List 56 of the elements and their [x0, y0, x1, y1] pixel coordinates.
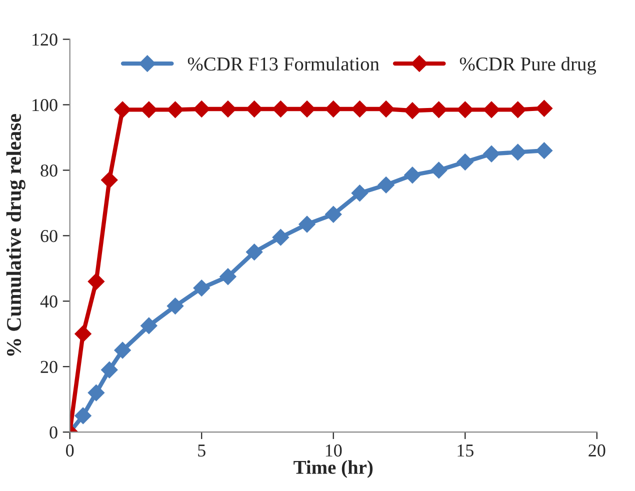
y-tick-label: 0 — [50, 426, 58, 439]
point — [246, 100, 263, 118]
point — [404, 102, 421, 120]
point — [351, 100, 368, 118]
point — [378, 100, 394, 118]
point — [166, 101, 184, 118]
y-axis-title: % Cumulative drug release — [6, 114, 26, 356]
point — [456, 101, 474, 118]
point — [298, 100, 316, 118]
point — [193, 100, 210, 118]
point — [101, 362, 118, 378]
legend-label: %CDR F13 Formulation — [188, 56, 380, 71]
point — [114, 342, 131, 359]
point — [351, 184, 368, 202]
x-axis-title: Time (hr) — [294, 460, 373, 478]
point — [404, 166, 421, 184]
y-tick-label: 60 — [40, 230, 58, 242]
point — [74, 407, 92, 424]
point — [456, 154, 474, 170]
point — [430, 101, 448, 118]
point — [298, 216, 316, 233]
point — [272, 228, 290, 246]
point — [325, 206, 342, 223]
y-tick-label: 80 — [40, 164, 58, 177]
y-tick-label: 120 — [32, 34, 58, 46]
point — [272, 100, 290, 118]
y-tick-label: 20 — [40, 360, 58, 374]
x-tick-label: 5 — [198, 444, 206, 457]
y-tick-label: 100 — [32, 99, 58, 112]
x-tick-label: 15 — [458, 444, 474, 457]
x-tick-label: 10 — [326, 444, 342, 457]
x-tick-label: 0 — [66, 444, 74, 457]
y-tick-label: 40 — [40, 295, 58, 308]
point — [140, 317, 158, 334]
point — [325, 100, 342, 118]
point — [166, 298, 184, 314]
point — [246, 244, 263, 260]
point — [536, 142, 553, 159]
point — [140, 101, 158, 118]
point — [220, 268, 236, 285]
point — [509, 101, 526, 118]
legend-label: %CDR Pure drug — [460, 56, 596, 75]
point — [430, 162, 448, 179]
point — [74, 326, 92, 342]
point — [220, 100, 236, 118]
point — [536, 100, 553, 117]
point — [88, 384, 105, 402]
point — [509, 144, 526, 161]
point — [101, 172, 118, 188]
point — [88, 273, 105, 290]
point — [193, 280, 210, 296]
point — [483, 145, 500, 162]
point — [378, 176, 394, 194]
point — [114, 101, 131, 118]
point — [483, 101, 500, 118]
x-tick-label: 20 — [588, 444, 606, 457]
